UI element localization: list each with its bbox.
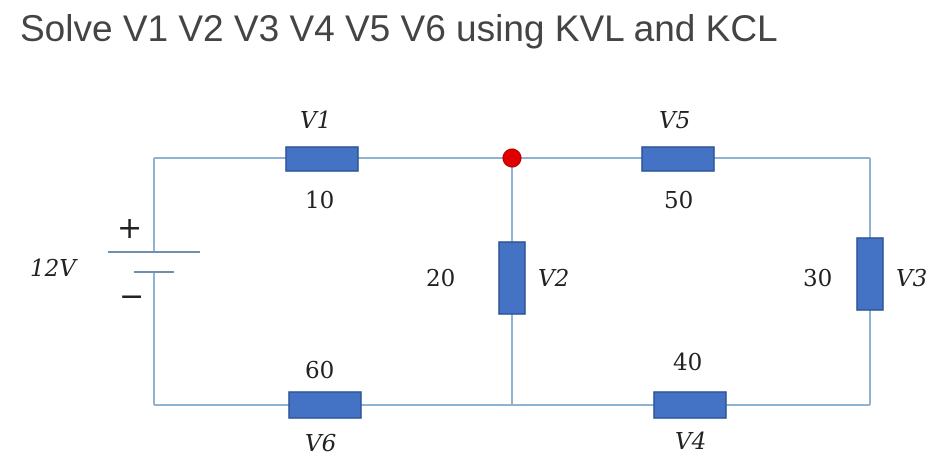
battery-minus-sign: −	[119, 279, 144, 314]
resistor-r5	[641, 146, 715, 172]
r1-value-label: 10	[305, 188, 334, 214]
r4-voltage-label: V4	[675, 429, 706, 455]
battery-plus-sign: +	[117, 211, 142, 246]
page-title: Solve V1 V2 V3 V4 V5 V6 using KVL and KC…	[20, 8, 778, 49]
junction-node	[502, 148, 522, 168]
resistor-r1	[285, 146, 359, 172]
resistor-r2	[498, 241, 526, 315]
battery-symbol	[108, 251, 200, 273]
r3-value-label: 30	[803, 266, 832, 292]
resistor-r4	[653, 391, 727, 419]
r3-voltage-label: V3	[896, 266, 927, 292]
r6-value-label: 60	[305, 358, 334, 384]
resistor-r3	[856, 237, 884, 311]
r2-voltage-label: V2	[538, 266, 569, 292]
r6-voltage-label: V6	[305, 431, 336, 457]
r5-voltage-label: V5	[659, 108, 690, 134]
r5-value-label: 50	[664, 188, 693, 214]
r4-value-label: 40	[673, 350, 702, 376]
source-voltage-label: 12V	[30, 256, 78, 282]
r2-value-label: 20	[426, 266, 455, 292]
r1-voltage-label: V1	[300, 108, 331, 134]
resistor-r6	[288, 391, 362, 419]
